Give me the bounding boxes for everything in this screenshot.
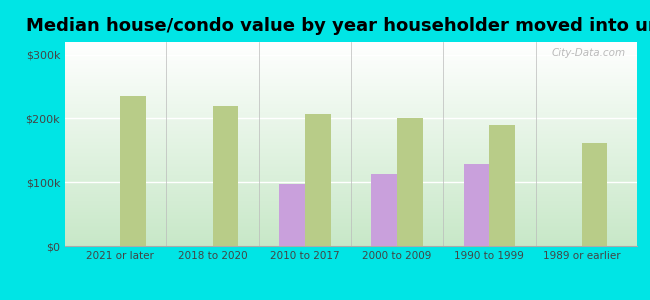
Text: City-Data.com: City-Data.com: [551, 48, 625, 58]
Bar: [279, 184, 305, 246]
Bar: [371, 174, 397, 246]
Bar: [463, 164, 489, 246]
Bar: [397, 118, 423, 246]
Bar: [305, 114, 331, 246]
Bar: [213, 106, 239, 246]
Bar: [582, 143, 608, 246]
Bar: [120, 96, 146, 246]
Title: Median house/condo value by year householder moved into unit: Median house/condo value by year househo…: [26, 17, 650, 35]
Bar: [489, 125, 515, 246]
